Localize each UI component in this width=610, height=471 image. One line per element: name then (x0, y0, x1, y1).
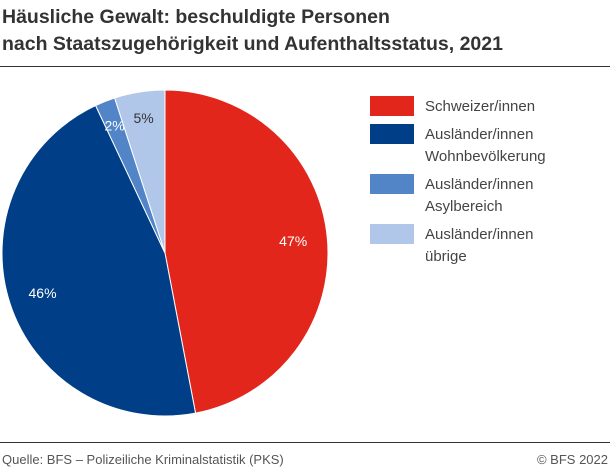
title-line-2: nach Staatszugehörigkeit und Aufenthalts… (2, 33, 503, 55)
legend-label: Schweizer/innen (425, 96, 605, 118)
legend-item: Ausländer/innen übrige (370, 224, 605, 268)
pie-slice-1 (1, 104, 197, 417)
legend-swatch (370, 174, 414, 194)
legend-label: Ausländer/innen Wohnbevölkerung (425, 124, 605, 168)
legend-label-line: übrige (425, 248, 467, 265)
slice-label-0: 47% (279, 233, 307, 249)
chart-title: Häusliche Gewalt: beschuldigte Personen … (2, 4, 503, 58)
legend-item: Ausländer/innen Asylbereich (370, 174, 605, 218)
title-line-1: Häusliche Gewalt: beschuldigte Personen (2, 6, 390, 28)
pie-slice-0 (164, 89, 329, 414)
legend-swatch (370, 224, 414, 244)
legend-label: Ausländer/innen übrige (425, 224, 605, 268)
legend-label-line: Ausländer/innen (425, 126, 534, 143)
slice-label-2: 2% (104, 118, 124, 134)
legend-label: Ausländer/innen Asylbereich (425, 174, 605, 218)
pie-slice-3 (113, 89, 166, 254)
legend-label-line: Wohnbevölkerung (425, 148, 546, 165)
bottom-divider (0, 442, 610, 443)
legend-swatch (370, 124, 414, 144)
copyright: © BFS 2022 (536, 452, 608, 467)
legend-label-line: Ausländer/innen (425, 226, 534, 243)
source-note: Quelle: BFS – Polizeiliche Kriminalstati… (2, 452, 284, 467)
slice-label-1: 46% (29, 285, 57, 301)
legend-item: Ausländer/innen Wohnbevölkerung (370, 124, 605, 168)
top-divider (0, 66, 610, 67)
legend-item: Schweizer/innen (370, 96, 605, 118)
slice-label-3: 5% (133, 110, 153, 126)
legend-swatch (370, 96, 414, 116)
legend-label-line: Asylbereich (425, 198, 503, 215)
legend-label-line: Schweizer/innen (425, 98, 536, 115)
legend-label-line: Ausländer/innen (425, 176, 534, 193)
legend: Schweizer/innen Ausländer/innen Wohnbevölk… (370, 96, 605, 274)
